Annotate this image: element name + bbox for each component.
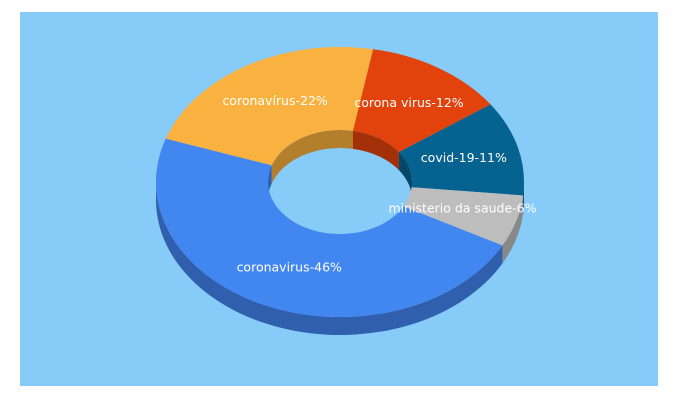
slice-inner-side — [352, 130, 399, 171]
slice-side — [523, 182, 524, 214]
slice-label: corona virus-12% — [354, 95, 463, 110]
slice-side — [156, 182, 503, 336]
slice-label: coronavírus-22% — [222, 93, 327, 108]
slice — [155, 138, 503, 318]
slice-label: covid-19-11% — [421, 150, 507, 165]
slice-inner-side — [271, 130, 353, 184]
slice-inner-side — [398, 152, 412, 200]
slice — [352, 49, 491, 153]
slice — [398, 104, 524, 196]
slice-label: ministerio da saude-6% — [388, 201, 536, 216]
slice — [403, 187, 524, 246]
slice-label: coronavirus-46% — [237, 259, 342, 274]
slice-side — [502, 195, 524, 264]
slice — [165, 47, 374, 166]
